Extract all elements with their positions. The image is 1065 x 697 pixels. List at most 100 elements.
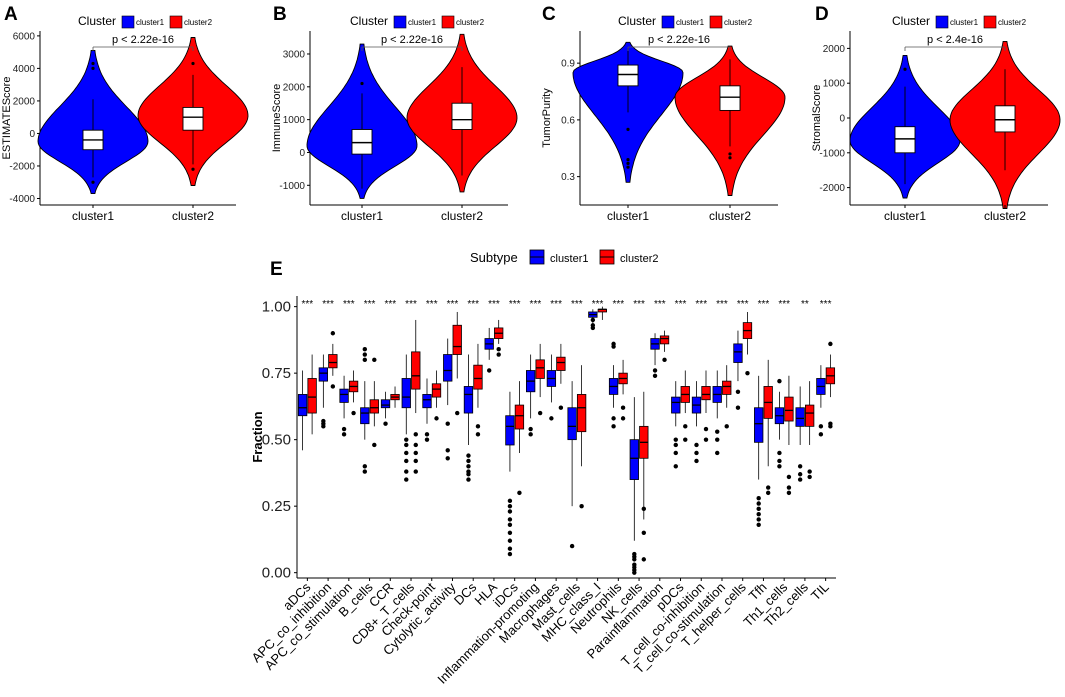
box-cluster2 — [431, 383, 442, 398]
y-tick-label: 6000 — [13, 31, 36, 42]
legend-title: Cluster — [892, 14, 930, 28]
outlier-point — [413, 442, 418, 448]
y-tick-label: 0.9 — [561, 59, 575, 70]
outlier-point — [777, 450, 782, 456]
outlier-point — [590, 323, 596, 328]
box-cluster2 — [451, 102, 473, 130]
outlier-point — [404, 442, 409, 448]
legend-title: Cluster — [78, 14, 116, 28]
outlier-point — [362, 352, 368, 357]
outlier-point — [413, 458, 418, 464]
outlier-point — [528, 432, 533, 437]
box-cluster1 — [380, 399, 391, 409]
outlier-point — [507, 498, 513, 504]
box-cluster2 — [576, 394, 587, 433]
outlier-point — [404, 450, 409, 456]
outlier-point — [507, 517, 513, 522]
outlier-point — [611, 341, 616, 347]
y-tick-label: 2000 — [13, 96, 36, 107]
box-cluster2 — [701, 386, 711, 401]
box-cluster1 — [401, 378, 411, 409]
outlier-point — [797, 477, 803, 482]
outlier-point — [569, 543, 575, 549]
significance-label: *** — [737, 299, 749, 310]
legend-label: cluster2 — [724, 18, 753, 27]
outlier-point — [673, 442, 678, 448]
significance-label: *** — [695, 299, 707, 310]
significance-label: *** — [675, 299, 687, 310]
y-tick-label: -2000 — [9, 161, 35, 172]
y-axis-label: Fraction — [250, 411, 265, 462]
pvalue-label: p < 2.4e-16 — [927, 34, 983, 46]
outlier-point — [507, 538, 513, 543]
outlier-point — [362, 347, 368, 352]
significance-label: *** — [467, 299, 479, 310]
y-tick-label: 1.00 — [262, 299, 291, 316]
box-cluster1 — [422, 394, 432, 409]
y-axis-label: ESTIMATEScore — [1, 77, 13, 160]
box-cluster1 — [360, 407, 370, 425]
panel-e: E Subtype cluster1 cluster2 0.00 0.25 0.50 0.75… — [248, 249, 836, 687]
legend-title: Subtype — [470, 250, 518, 265]
outlier-point — [517, 490, 522, 496]
box-cluster1 — [671, 396, 681, 414]
outlier-point — [683, 424, 688, 429]
y-tick-label: -4000 — [9, 194, 35, 205]
y-tick-label: 0.25 — [262, 498, 291, 515]
outlier-point — [673, 450, 678, 456]
outlier-point — [641, 530, 647, 535]
outlier-point — [641, 557, 647, 562]
outlier-point — [662, 357, 667, 363]
outlier-point — [715, 437, 720, 442]
box-cluster1 — [567, 407, 577, 441]
legend-label: cluster2 — [456, 18, 485, 27]
outlier-point — [807, 469, 812, 474]
box-cluster2 — [994, 105, 1016, 133]
box-cluster2 — [452, 324, 462, 355]
box-cluster2 — [722, 380, 732, 395]
pvalue-label: p < 2.22e-16 — [381, 34, 443, 46]
outlier-point — [507, 546, 513, 551]
y-tick-label: 4000 — [13, 64, 36, 75]
significance-label: *** — [322, 299, 334, 310]
x-tick-label: cluster1 — [341, 209, 383, 223]
outlier-point — [694, 450, 699, 456]
legend-title: Cluster — [618, 14, 656, 28]
y-tick-label: 1000 — [823, 79, 846, 90]
outlier-point — [413, 450, 418, 456]
panel-letter: A — [4, 4, 18, 25]
outlier-point — [383, 421, 388, 426]
x-tick-label: cluster2 — [441, 209, 483, 223]
outlier-point — [756, 522, 761, 527]
outlier-point — [765, 485, 771, 490]
outlier-point — [537, 410, 543, 416]
outlier-point — [91, 180, 95, 184]
outlier-point — [626, 161, 630, 165]
y-tick-label: 0 — [839, 114, 845, 125]
outlier-point — [434, 416, 439, 421]
y-tick-label: -1000 — [279, 181, 305, 192]
significance-label: *** — [488, 299, 500, 310]
outlier-point — [715, 429, 720, 434]
outlier-point — [626, 127, 630, 131]
legend-label: cluster2 — [620, 253, 659, 265]
y-tick-label: 2000 — [283, 82, 306, 93]
legend-label: cluster1 — [136, 18, 165, 27]
outlier-point — [466, 469, 471, 474]
outlier-point — [724, 424, 729, 429]
outlier-point — [797, 464, 803, 469]
box-cluster1 — [754, 407, 764, 443]
legend-label: cluster1 — [676, 18, 705, 27]
outlier-point — [786, 485, 792, 490]
outlier-point — [528, 426, 533, 432]
outlier-point — [330, 384, 336, 389]
x-tick-label: cluster2 — [172, 209, 214, 223]
panel-a: A Cluster cluster1 cluster2 -4000 -2000 0 2000 4… — [1, 4, 249, 223]
outlier-point — [424, 437, 430, 442]
box-cluster2 — [328, 354, 338, 369]
x-tick-label: cluster2 — [709, 209, 751, 223]
panel-b: B Cluster cluster1 cluster2 -1000 0 1000 2000 30… — [271, 4, 518, 223]
outlier-point — [694, 458, 699, 464]
outlier-point — [715, 450, 720, 456]
